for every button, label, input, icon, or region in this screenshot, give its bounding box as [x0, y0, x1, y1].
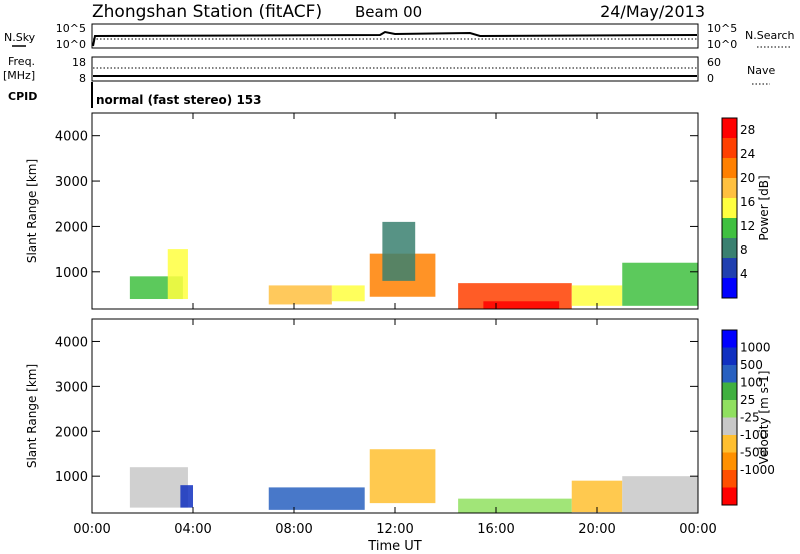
nave-label: Nave [747, 64, 775, 77]
velocity-colorbar-tick-2: 100 [740, 376, 763, 390]
power-patch-3 [331, 285, 365, 302]
xtick-label-0: 00:00 [73, 522, 110, 537]
nsky-label: N.Sky [4, 31, 36, 44]
velocity-colorbar-segment-5 [722, 400, 737, 418]
power-colorbar-tick-2: 12 [740, 219, 755, 233]
velocity-colorbar-tick-4: -25 [740, 411, 760, 425]
velocity-colorbar-label: Velocity [m s-1] [757, 371, 771, 465]
velocity-colorbar-segment-8 [722, 347, 737, 365]
power-colorbar-tick-3: 16 [740, 195, 755, 209]
power-colorbar-label: Power [dB] [757, 175, 771, 240]
velocity-patch-2 [268, 487, 365, 510]
velocity-ytick-label-3: 4000 [55, 335, 88, 350]
power-colorbar-segment-7 [722, 138, 737, 158]
nave-tick-min: 0 [707, 72, 714, 85]
velocity-colorbar-tick-3: 25 [740, 393, 755, 407]
velocity-data-layer [129, 449, 698, 513]
power-data-layer [129, 221, 698, 309]
xtick-label-2: 08:00 [275, 522, 312, 537]
power-colorbar-tick-6: 28 [740, 123, 755, 137]
nsky-panel [91, 23, 699, 49]
power-colorbar-segment-6 [722, 158, 737, 178]
velocity-ytick-label-2: 3000 [55, 380, 88, 395]
power-colorbar-segment-5 [722, 178, 737, 198]
velocity-patch-5 [571, 480, 623, 513]
velocity-colorbar-tick-6: -500 [740, 446, 767, 460]
velocity-colorbar-segment-3 [722, 435, 737, 453]
power-colorbar-segment-0 [722, 278, 737, 298]
date-label: 24/May/2013 [600, 2, 705, 21]
nsearch-tick-max: 10^5 [707, 22, 737, 35]
power-ylabel: Slant Range [km] [25, 159, 39, 263]
power-ytick-label-3: 4000 [55, 130, 88, 145]
nsky-trace [92, 30, 698, 47]
nsky-tick-min: 10^0 [56, 38, 86, 51]
velocity-colorbar-frame [721, 329, 738, 506]
velocity-patch-1 [180, 485, 193, 508]
xtick-label-3: 12:00 [376, 522, 413, 537]
xtick-label-6: 00:00 [679, 522, 716, 537]
power-patch-9 [622, 262, 698, 306]
nsky-tick-max: 10^5 [56, 22, 86, 35]
velocity-colorbar-segment-0 [722, 487, 737, 505]
nsearch-tick-min: 10^0 [707, 38, 737, 51]
freq-panel [91, 56, 699, 82]
power-patch-8 [571, 285, 623, 306]
velocity-ytick-label-0: 1000 [55, 470, 88, 485]
velocity-colorbar-tick-0: 1000 [740, 341, 771, 355]
freq-unit-label: [MHz] [3, 69, 35, 82]
velocity-ytick-label-1: 2000 [55, 425, 88, 440]
velocity-colorbar-tick-7: -1000 [740, 463, 775, 477]
velocity-patch-0 [129, 467, 188, 508]
velocity-colorbar-segment-2 [722, 452, 737, 470]
freq-tick-max: 18 [72, 56, 86, 69]
power-ytick-label-1: 2000 [55, 220, 88, 235]
velocity-patch-3 [369, 449, 436, 504]
velocity-colorbar-segment-7 [722, 365, 737, 383]
power-colorbar-segment-1 [722, 258, 737, 278]
velocity-colorbar-segment-1 [722, 470, 737, 488]
power-ytick-label-0: 1000 [55, 266, 88, 281]
power-ytick-label-2: 3000 [55, 175, 88, 190]
velocity-colorbar-segment-6 [722, 382, 737, 400]
power-patch-1 [167, 249, 188, 300]
mode-text: normal (fast stereo) 153 [96, 93, 262, 107]
velocity-colorbar-tick-5: -100 [740, 428, 767, 442]
power-colorbar-tick-1: 8 [740, 243, 748, 257]
station-title: Zhongshan Station (fitACF) [92, 2, 322, 22]
velocity-colorbar-tick-1: 500 [740, 358, 763, 372]
cpid-label: CPID [8, 90, 37, 103]
power-colorbar-segment-2 [722, 238, 737, 258]
nsearch-label: N.Search [745, 29, 795, 42]
power-patch-5 [382, 221, 416, 281]
xtick-label-4: 16:00 [477, 522, 514, 537]
freq-tick-min: 8 [79, 72, 86, 85]
power-patch-7 [483, 301, 560, 309]
velocity-colorbar-segment-4 [722, 417, 737, 435]
velocity-patch-6 [622, 476, 698, 513]
power-colorbar-segment-8 [722, 118, 737, 138]
power-patch-2 [268, 285, 332, 305]
velocity-colorbar-segment-9 [722, 330, 737, 348]
freq-label: Freq. [8, 55, 35, 68]
nave-tick-max: 60 [707, 56, 721, 69]
power-colorbar-segment-3 [722, 218, 737, 238]
power-colorbar-tick-5: 24 [740, 147, 755, 161]
power-colorbar-tick-4: 20 [740, 171, 755, 185]
power-colorbar-tick-0: 4 [740, 267, 748, 281]
xtick-label-1: 04:00 [174, 522, 211, 537]
xtick-label-5: 20:00 [578, 522, 615, 537]
xaxis-label: Time UT [367, 539, 421, 554]
velocity-ylabel: Slant Range [km] [25, 364, 39, 468]
beam-label: Beam 00 [355, 3, 422, 21]
velocity-patch-4 [458, 498, 572, 513]
power-colorbar-frame [721, 117, 738, 299]
power-colorbar-segment-4 [722, 198, 737, 218]
